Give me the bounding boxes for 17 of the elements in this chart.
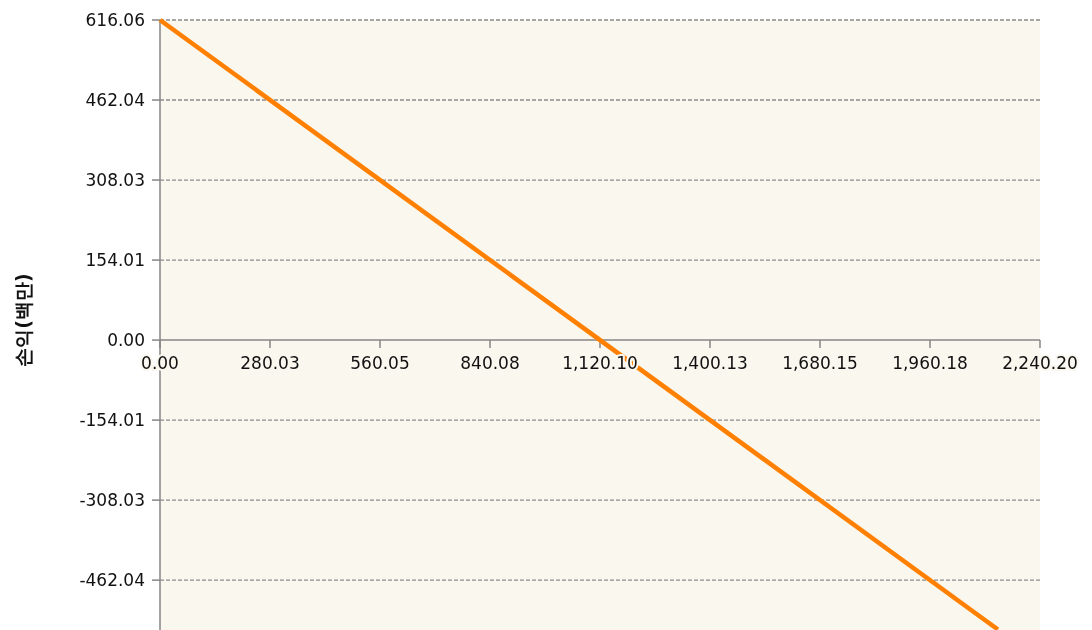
y-tick-label: 308.03 [85,170,145,191]
x-tick-label: 840.08 [460,353,520,374]
x-tick-label: 1,680.15 [782,353,858,374]
x-tick-label: 1,960.18 [892,353,968,374]
x-tick-label: 0.00 [141,353,179,374]
x-tick-label: 560.05 [350,353,410,374]
y-tick-label: 462.04 [85,90,145,111]
y-tick-label: -462.04 [79,570,145,591]
x-tick-label: 2,240.20 [1002,353,1078,374]
y-tick-label: 154.01 [85,250,145,271]
y-axis-title: 손익(백만) [12,273,34,367]
x-tick-label: 280.03 [240,353,300,374]
y-tick-label: -154.01 [79,410,145,431]
y-tick-label: 0.00 [107,330,145,351]
y-tick-label: 616.06 [85,10,145,30]
y-tick-label: -308.03 [79,490,145,511]
x-tick-label: 1,400.13 [672,353,748,374]
